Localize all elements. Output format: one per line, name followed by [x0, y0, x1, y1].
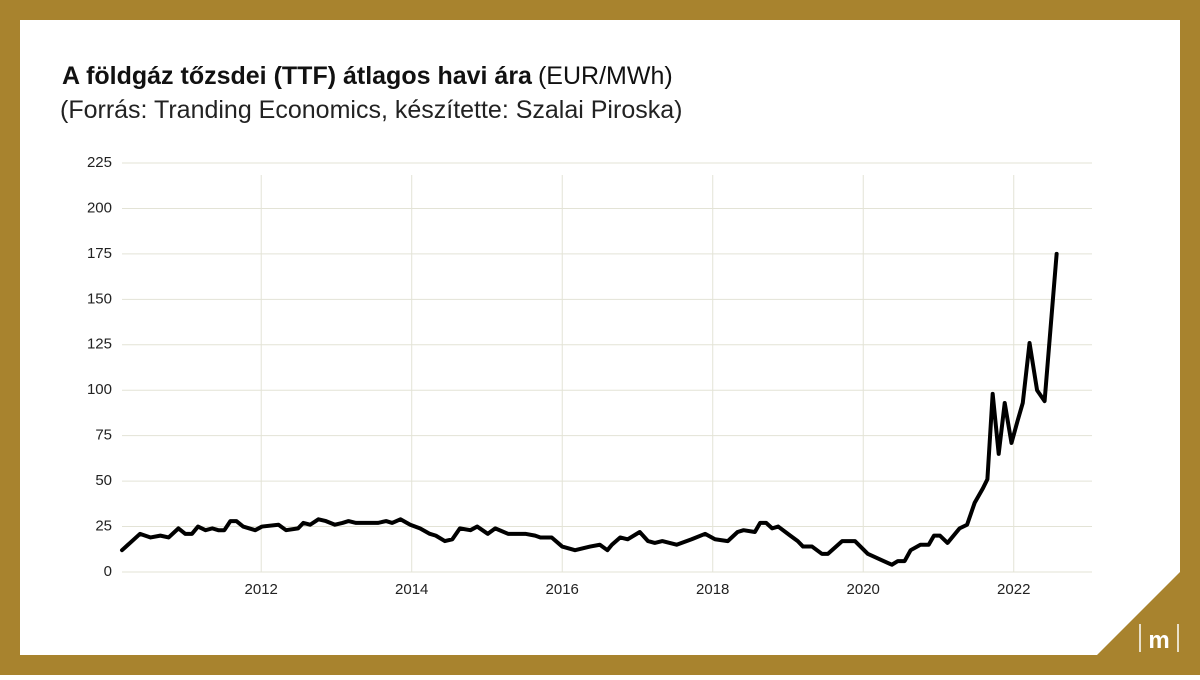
- x-tick-label: 2012: [245, 581, 278, 598]
- title-unit: (EUR/MWh): [538, 62, 673, 90]
- x-tick-label: 2014: [395, 581, 428, 598]
- y-tick-label: 25: [95, 518, 112, 535]
- panel: [20, 20, 1180, 655]
- y-tick-label: 0: [104, 563, 112, 580]
- y-tick-label: 150: [87, 290, 112, 307]
- title-main: A földgáz tőzsdei (TTF) átlagos havi ára: [62, 62, 533, 90]
- y-tick-label: 125: [87, 336, 112, 353]
- x-tick-label: 2016: [546, 581, 579, 598]
- chart-subtitle: (Forrás: Tranding Economics, készítette:…: [60, 96, 682, 124]
- x-tick-label: 2018: [696, 581, 729, 598]
- y-tick-label: 225: [87, 154, 112, 171]
- line: [120, 251, 1059, 567]
- y-tick-label: 100: [87, 381, 112, 398]
- logo: m: [1148, 627, 1169, 654]
- x-tick-label: 2022: [997, 581, 1030, 598]
- x-tick-label: 2020: [847, 581, 880, 598]
- y-tick-label: 50: [95, 472, 112, 489]
- y-tick-label: 200: [87, 199, 112, 216]
- chart-title: A földgáz tőzsdei (TTF) átlagos havi ára…: [62, 62, 673, 90]
- y-tick-label: 175: [87, 245, 112, 262]
- y-tick-label: 75: [95, 427, 112, 444]
